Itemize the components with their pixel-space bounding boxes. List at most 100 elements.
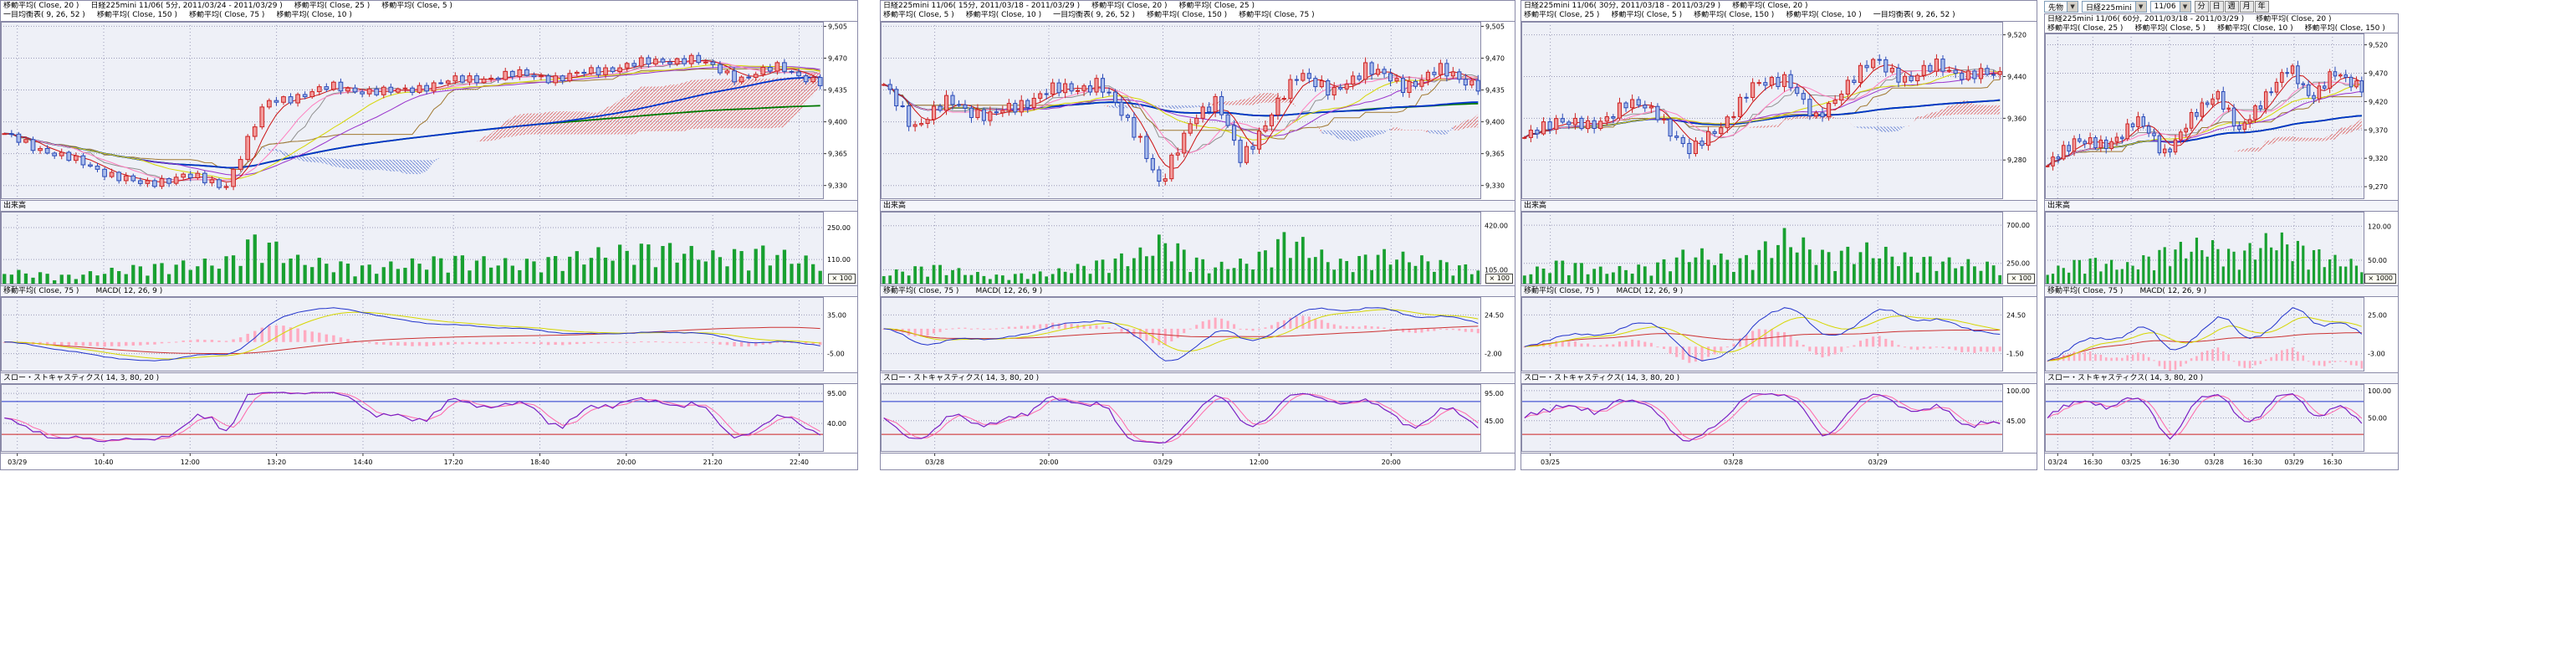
stochastics-chart[interactable]: 95.00 40.00: [1, 383, 857, 453]
volume-unit-badge: × 1000: [2364, 274, 2396, 284]
svg-text:21:20: 21:20: [703, 459, 723, 466]
macd-legend-item: MACD( 12, 26, 9 ): [95, 287, 163, 295]
dropdown-arrow-icon[interactable]: ▼: [2179, 2, 2190, 12]
chart-canvas: 9,520 9,440 9,360 9,280: [1521, 22, 2027, 199]
dropdown-arrow-icon[interactable]: ▼: [2067, 2, 2078, 12]
legend-item: 移動平均( Close, 5 ): [1611, 11, 1683, 19]
period-button[interactable]: 分: [2194, 1, 2209, 13]
svg-text:9,370: 9,370: [2369, 126, 2388, 134]
legend-item: 移動平均( Close, 150 ): [1146, 11, 1228, 19]
time-axis: 03/25 03/28 03/29: [1521, 453, 2037, 469]
svg-text:9,505: 9,505: [828, 23, 847, 30]
price-chart[interactable]: 9,505 9,470 9,435 9,400 9,365 9,330: [881, 21, 1515, 200]
svg-text:16:30: 16:30: [2243, 459, 2262, 466]
macd-chart[interactable]: 25.00 -3.00: [2045, 296, 2398, 372]
legend-item: 移動平均( Close, 25 ): [1178, 2, 1255, 10]
chart-canvas: 9,505 9,470 9,435 9,400 9,365 9,330: [881, 22, 1505, 199]
macd-label-row: 移動平均( Close, 75 ) MACD( 12, 26, 9 ): [881, 285, 1515, 296]
stochastics-label-row: スロー・ストキャスティクス( 14, 3, 80, 20 ): [1, 372, 857, 383]
legend-header: 日経225mini 11/06( 30分, 2011/03/18 - 2011/…: [1521, 1, 2037, 21]
legend-item: 日経225mini 11/06( 5分, 2011/03/24 - 2011/0…: [90, 2, 283, 10]
chart-panel-30min: 日経225mini 11/06( 30分, 2011/03/18 - 2011/…: [1521, 0, 2037, 470]
stochastics-chart[interactable]: 100.00 50.00: [2045, 383, 2398, 453]
dropdown-arrow-icon[interactable]: ▼: [2134, 2, 2146, 12]
svg-text:03/29: 03/29: [2284, 459, 2303, 466]
svg-text:12:00: 12:00: [1250, 459, 1269, 466]
macd-label-row: 移動平均( Close, 75 ) MACD( 12, 26, 9 ): [2045, 285, 2398, 296]
chart-canvas: 700.00 250.00: [1521, 212, 2030, 284]
svg-text:16:30: 16:30: [2323, 459, 2342, 466]
svg-text:95.00: 95.00: [827, 390, 846, 397]
legend-item: 日経225mini 11/06( 60分, 2011/03/18 - 2011/…: [2047, 15, 2245, 23]
svg-text:420.00: 420.00: [1485, 223, 1508, 230]
volume-chart[interactable]: × 1000 120.00 50.00: [2045, 211, 2398, 285]
svg-text:03/28: 03/28: [1724, 459, 1743, 466]
macd-legend-item: 移動平均( Close, 75 ): [1524, 287, 1600, 295]
period-button[interactable]: 年: [2254, 1, 2269, 13]
volume-label-row: 出来高: [2045, 200, 2398, 211]
volume-chart[interactable]: × 100 420.00 105.00: [881, 211, 1515, 285]
svg-text:10:40: 10:40: [94, 459, 113, 466]
svg-text:9,520: 9,520: [2369, 42, 2388, 49]
legend-item: 移動平均( Close, 20 ): [3, 2, 79, 10]
volume-chart[interactable]: × 100 250.00 110.00: [1, 211, 857, 285]
svg-text:9,470: 9,470: [1485, 54, 1505, 62]
legend-item: 一目均衡表( 9, 26, 52 ): [3, 11, 85, 19]
stochastics-label-row: スロー・ストキャスティクス( 14, 3, 80, 20 ): [881, 372, 1515, 383]
macd-chart[interactable]: 35.00 -5.00: [1, 296, 857, 372]
macd-chart[interactable]: 24.50 -2.00: [881, 296, 1515, 372]
legend-header: 移動平均( Close, 20 ) 日経225mini 11/06( 5分, 20…: [1, 1, 857, 21]
svg-text:40.00: 40.00: [827, 420, 846, 428]
svg-text:03/29: 03/29: [1868, 459, 1888, 466]
svg-text:12:00: 12:00: [181, 459, 200, 466]
macd-chart[interactable]: 24.50 -1.50: [1521, 296, 2037, 372]
chart-canvas: 24.50 -1.50: [1521, 297, 2026, 372]
svg-text:9,520: 9,520: [2007, 32, 2027, 39]
svg-text:16:30: 16:30: [2083, 459, 2103, 466]
price-chart[interactable]: 9,505 9,470 9,435 9,400 9,365 9,330: [1, 21, 857, 200]
stochastics-chart[interactable]: 95.00 45.00: [881, 383, 1515, 453]
period-button[interactable]: 月: [2239, 1, 2254, 13]
volume-chart[interactable]: × 100 700.00 250.00: [1521, 211, 2037, 285]
volume-label: 出来高: [2047, 202, 2071, 210]
macd-legend-item: 移動平均( Close, 75 ): [2047, 287, 2124, 295]
chart-canvas: 03/29 10:40 12:00 13:20 14:40 17:20 18:40 20:00…: [8, 454, 809, 466]
svg-text:100.00: 100.00: [2006, 387, 2030, 395]
svg-text:9,330: 9,330: [1485, 182, 1505, 190]
price-chart[interactable]: 9,520 9,440 9,360 9,280: [1521, 21, 2037, 200]
svg-text:9,440: 9,440: [2007, 73, 2027, 80]
legend-item: 移動平均( Close, 5 ): [2134, 24, 2206, 33]
volume-label: 出来高: [883, 202, 907, 210]
volume-unit-badge: × 100: [1485, 274, 1513, 284]
chart-canvas: 9,520 9,470 9,420 9,370 9,320 9,270: [2045, 33, 2388, 199]
legend-item: 移動平均( Close, 150 ): [96, 11, 177, 19]
svg-text:03/28: 03/28: [2205, 459, 2224, 466]
svg-text:110.00: 110.00: [827, 256, 851, 264]
volume-label: 出来高: [1524, 202, 1547, 210]
chart-canvas: 250.00 110.00: [1, 212, 851, 284]
svg-text:03/29: 03/29: [8, 459, 27, 466]
period-button[interactable]: 日: [2209, 1, 2224, 13]
instrument-type-select[interactable]: 先物 ▼: [2044, 1, 2079, 13]
svg-text:-1.50: -1.50: [2006, 351, 2024, 358]
stochastics-chart[interactable]: 100.00 45.00: [1521, 383, 2037, 453]
contract-value: 11/06: [2154, 3, 2176, 11]
macd-label-row: 移動平均( Close, 75 ) MACD( 12, 26, 9 ): [1521, 285, 2037, 296]
period-button[interactable]: 週: [2224, 1, 2239, 13]
period-buttons: 分日週月年: [2194, 1, 2270, 13]
svg-text:-5.00: -5.00: [827, 351, 845, 358]
legend-item: 移動平均( Close, 10 ): [2217, 24, 2293, 33]
svg-text:9,420: 9,420: [2369, 98, 2388, 105]
price-chart[interactable]: 9,520 9,470 9,420 9,370 9,320 9,270: [2045, 33, 2398, 200]
chart-canvas: 95.00 45.00: [881, 384, 1504, 452]
legend-item: 移動平均( Close, 25 ): [1524, 11, 1600, 19]
legend-item: 日経225mini 11/06( 15分, 2011/03/18 - 2011/…: [883, 2, 1081, 10]
symbol-select[interactable]: 日経225mini ▼: [2082, 1, 2147, 13]
contract-select[interactable]: 11/06 ▼: [2149, 1, 2191, 13]
chart-canvas: 120.00 50.00: [2045, 212, 2391, 284]
svg-text:45.00: 45.00: [1485, 418, 1504, 425]
svg-text:24.50: 24.50: [1485, 311, 1504, 319]
svg-text:03/24: 03/24: [2048, 459, 2067, 466]
svg-text:9,435: 9,435: [1485, 87, 1505, 95]
svg-text:18:40: 18:40: [530, 459, 549, 466]
